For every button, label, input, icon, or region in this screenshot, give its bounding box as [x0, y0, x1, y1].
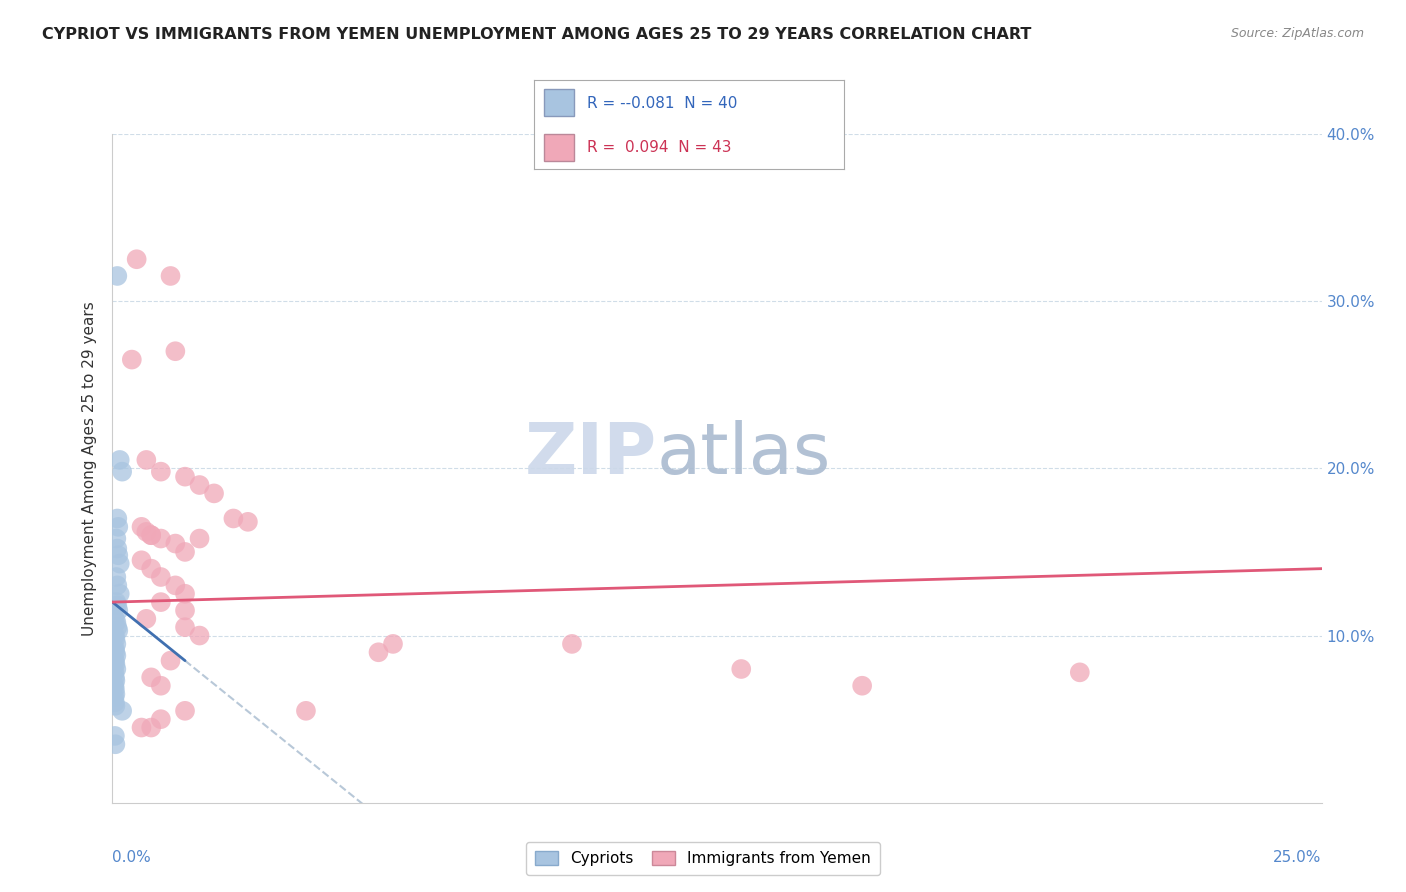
Point: [107, 624, 129, 638]
Point: [174, 469, 197, 483]
Point: [141, 670, 163, 684]
Point: [105, 648, 128, 663]
Point: [149, 679, 172, 693]
Point: [159, 268, 181, 283]
Point: [141, 528, 163, 542]
Point: [104, 687, 127, 701]
Point: [131, 553, 153, 567]
Point: [141, 721, 163, 735]
Point: [104, 681, 127, 696]
Point: [188, 532, 211, 546]
Point: [174, 620, 197, 634]
Point: [108, 587, 131, 601]
Point: [111, 465, 134, 479]
Point: [236, 515, 259, 529]
Point: [103, 665, 125, 680]
Point: [295, 704, 318, 718]
Point: [174, 587, 197, 601]
Point: [367, 645, 389, 659]
Point: [108, 453, 131, 467]
Point: [131, 520, 153, 534]
Point: [104, 670, 127, 684]
Point: [105, 511, 128, 525]
Point: [165, 536, 187, 550]
Point: [104, 628, 127, 642]
Point: [104, 698, 127, 713]
Point: [105, 595, 128, 609]
Point: [121, 352, 143, 367]
Legend: Cypriots, Immigrants from Yemen: Cypriots, Immigrants from Yemen: [526, 842, 880, 875]
Text: 0.0%: 0.0%: [112, 849, 152, 864]
Point: [131, 721, 153, 735]
Y-axis label: Unemployment Among Ages 25 to 29 years: Unemployment Among Ages 25 to 29 years: [82, 301, 97, 636]
Point: [105, 637, 128, 651]
Point: [174, 704, 197, 718]
Point: [105, 268, 128, 283]
Point: [111, 704, 134, 718]
Point: [107, 603, 129, 617]
Point: [104, 612, 127, 626]
Point: [149, 570, 172, 584]
Text: CYPRIOT VS IMMIGRANTS FROM YEMEN UNEMPLOYMENT AMONG AGES 25 TO 29 YEARS CORRELAT: CYPRIOT VS IMMIGRANTS FROM YEMEN UNEMPLO…: [42, 27, 1032, 42]
Bar: [544, 89, 575, 116]
Text: R = --0.081  N = 40: R = --0.081 N = 40: [586, 95, 737, 111]
Point: [107, 520, 129, 534]
Point: [105, 570, 128, 584]
Point: [165, 578, 187, 592]
Point: [222, 511, 245, 525]
Point: [104, 729, 127, 743]
Point: [104, 737, 127, 751]
Point: [141, 562, 163, 576]
Point: [174, 545, 197, 559]
Point: [104, 645, 127, 659]
Text: ZIP: ZIP: [524, 420, 657, 490]
Point: [105, 599, 128, 613]
Point: [104, 657, 127, 671]
Point: [174, 603, 197, 617]
Point: [103, 690, 125, 705]
Point: [108, 557, 131, 571]
Point: [105, 578, 128, 592]
Point: [188, 628, 211, 642]
Point: [730, 662, 752, 676]
Point: [202, 486, 225, 500]
Point: [104, 654, 127, 668]
Point: [1069, 665, 1091, 680]
Point: [105, 532, 128, 546]
Point: [382, 637, 405, 651]
Point: [851, 679, 873, 693]
Text: atlas: atlas: [657, 420, 831, 490]
Point: [135, 612, 157, 626]
Point: [149, 532, 172, 546]
Point: [188, 478, 211, 492]
Point: [149, 595, 172, 609]
Point: [105, 662, 128, 676]
Text: 25.0%: 25.0%: [1274, 849, 1322, 864]
Point: [149, 712, 172, 726]
Point: [125, 252, 148, 267]
Point: [104, 696, 127, 710]
Text: Source: ZipAtlas.com: Source: ZipAtlas.com: [1230, 27, 1364, 40]
Point: [107, 548, 129, 563]
Point: [104, 642, 127, 657]
Point: [105, 620, 128, 634]
Point: [159, 654, 181, 668]
Point: [135, 453, 157, 467]
Text: R =  0.094  N = 43: R = 0.094 N = 43: [586, 140, 731, 155]
Bar: [544, 134, 575, 161]
Point: [104, 673, 127, 688]
Point: [104, 632, 127, 646]
Point: [103, 679, 125, 693]
Point: [149, 465, 172, 479]
Point: [105, 615, 128, 630]
Point: [165, 344, 187, 359]
Point: [141, 528, 163, 542]
Point: [135, 524, 157, 539]
Point: [561, 637, 583, 651]
Point: [105, 541, 128, 556]
